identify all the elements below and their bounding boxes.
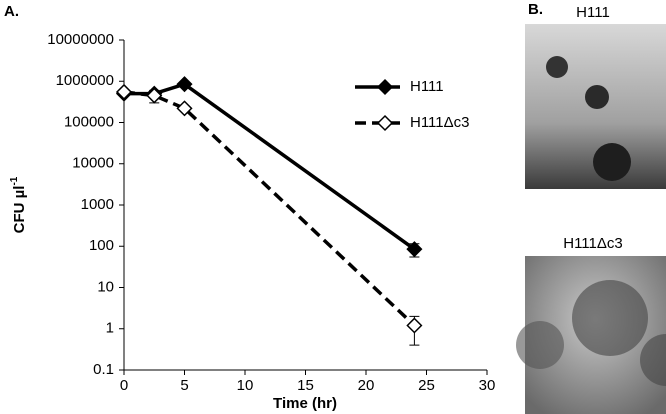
y-tick-label: 100 — [89, 237, 114, 254]
y-tick-label: 1 — [106, 320, 114, 337]
y-tick-label: 10000000 — [47, 31, 114, 48]
y-axis-title: CFU µl-1 — [9, 176, 28, 233]
x-axis-title: Time (hr) — [273, 395, 337, 412]
y-tick-label: 10000 — [72, 155, 114, 172]
data-point — [406, 241, 423, 258]
legend-label: H111 — [410, 78, 444, 95]
image-label: H111 — [576, 4, 610, 21]
y-tick-label: 1000000 — [56, 72, 114, 89]
data-point — [146, 87, 163, 104]
colony — [546, 56, 568, 78]
legend-marker — [376, 78, 394, 96]
x-tick-label: 15 — [297, 377, 314, 394]
x-tick-label: 25 — [418, 377, 435, 394]
data-point — [176, 100, 193, 117]
y-tick-label: 100000 — [64, 113, 114, 130]
legend-marker — [376, 114, 394, 132]
data-point — [406, 317, 423, 334]
y-tick-label: 10 — [97, 278, 114, 295]
x-tick-label: 10 — [237, 377, 254, 394]
data-point — [176, 76, 193, 93]
series-line — [123, 90, 416, 327]
x-tick-label: 20 — [358, 377, 375, 394]
colony — [640, 334, 666, 386]
x-tick-label: 5 — [180, 377, 188, 394]
panel-label: B. — [528, 1, 543, 18]
series-line — [124, 82, 416, 251]
y-tick-label: 1000 — [81, 196, 114, 213]
y-tick-label: 0.1 — [93, 361, 114, 378]
y-axis-title-sup: -1 — [9, 176, 20, 185]
colony — [593, 143, 631, 181]
colony — [516, 321, 564, 369]
colony — [585, 85, 609, 109]
panel-label: A. — [4, 3, 19, 20]
y-axis-title-text: CFU µl — [11, 186, 28, 234]
x-tick-label: 30 — [479, 377, 496, 394]
data-point — [115, 83, 133, 101]
legend-label: H111Δc3 — [410, 114, 470, 131]
x-tick-label: 0 — [120, 377, 128, 394]
image-label: H111Δc3 — [563, 235, 623, 252]
colony — [572, 280, 648, 356]
